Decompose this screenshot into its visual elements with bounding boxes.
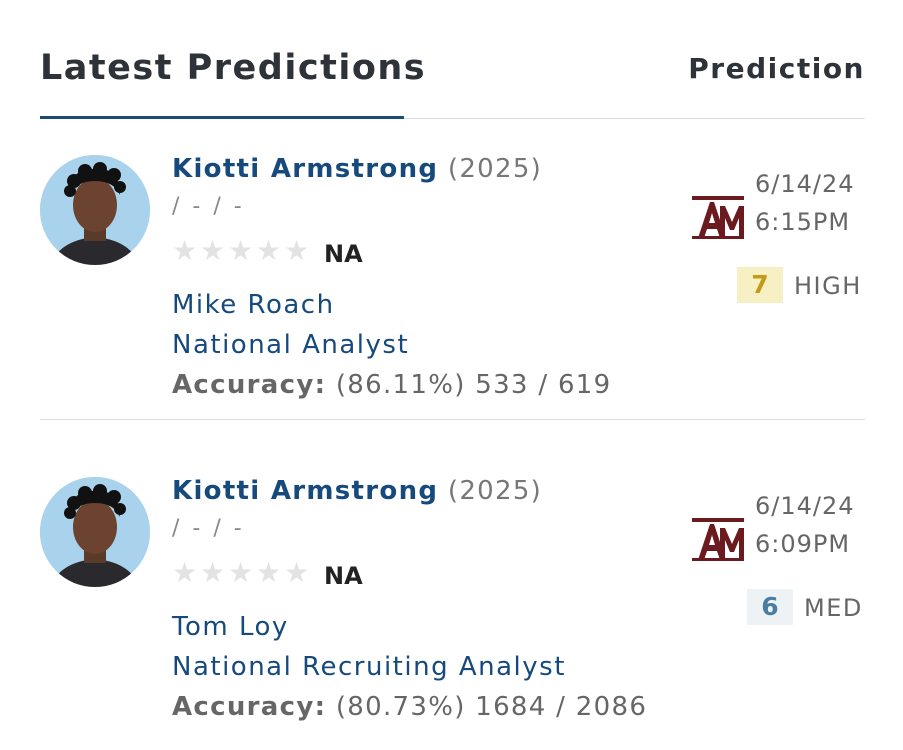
texas-am-logo-icon[interactable]: [690, 192, 746, 242]
header-divider: [40, 118, 865, 119]
row-divider: [40, 419, 865, 420]
confidence-score-badge: 6: [747, 589, 793, 625]
analyst-accuracy: Accuracy: (86.11%) 533 / 619: [172, 370, 612, 400]
player-meta: / - / -: [172, 516, 245, 541]
star-icon: ★: [256, 556, 282, 589]
star-rating: ★ ★ ★ ★ ★: [172, 556, 310, 589]
star-rating: ★ ★ ★ ★ ★: [172, 234, 310, 267]
star-icon: ★: [256, 234, 282, 267]
prediction-column-header: Prediction: [688, 52, 865, 85]
prediction-row[interactable]: Kiotti Armstrong (2025) / - / - ★ ★ ★ ★ …: [40, 120, 865, 420]
title-underline: [40, 116, 404, 119]
rating-value: NA: [324, 240, 363, 268]
prediction-row[interactable]: Kiotti Armstrong (2025) / - / - ★ ★ ★ ★ …: [40, 442, 865, 742]
confidence-label: HIGH: [794, 272, 862, 300]
prediction-time: 6:09PM: [755, 530, 851, 558]
player-name-line[interactable]: Kiotti Armstrong (2025): [172, 154, 542, 184]
player-name-link[interactable]: Kiotti Armstrong: [172, 476, 439, 506]
player-avatar[interactable]: [40, 477, 150, 587]
analyst-accuracy: Accuracy: (80.73%) 1684 / 2086: [172, 692, 647, 722]
analyst-name-link[interactable]: Mike Roach: [172, 290, 335, 320]
star-icon: ★: [284, 556, 310, 589]
page-title: Latest Predictions: [40, 48, 427, 88]
player-class-year: (2025): [447, 476, 543, 506]
analyst-title-link[interactable]: National Analyst: [172, 330, 410, 360]
confidence-score-badge: 7: [737, 267, 783, 303]
analyst-name-link[interactable]: Tom Loy: [172, 612, 289, 642]
analyst-title-link[interactable]: National Recruiting Analyst: [172, 652, 566, 682]
star-icon: ★: [284, 234, 310, 267]
star-icon: ★: [172, 556, 198, 589]
prediction-date: 6/14/24: [755, 492, 855, 520]
player-meta: / - / -: [172, 194, 245, 219]
player-name-link[interactable]: Kiotti Armstrong: [172, 154, 439, 184]
star-icon: ★: [228, 556, 254, 589]
accuracy-value: (86.11%) 533 / 619: [335, 370, 612, 400]
star-icon: ★: [200, 234, 226, 267]
star-icon: ★: [228, 234, 254, 267]
predictions-header: Latest Predictions Prediction: [40, 0, 865, 120]
star-icon: ★: [200, 556, 226, 589]
accuracy-label: Accuracy:: [172, 692, 327, 722]
confidence-label: MED: [804, 594, 863, 622]
player-class-year: (2025): [447, 154, 543, 184]
player-avatar[interactable]: [40, 155, 150, 265]
star-icon: ★: [172, 234, 198, 267]
accuracy-value: (80.73%) 1684 / 2086: [335, 692, 648, 722]
texas-am-logo-icon[interactable]: [690, 514, 746, 564]
rating-value: NA: [324, 562, 363, 590]
prediction-date: 6/14/24: [755, 170, 855, 198]
accuracy-label: Accuracy:: [172, 370, 327, 400]
prediction-time: 6:15PM: [755, 208, 851, 236]
player-name-line[interactable]: Kiotti Armstrong (2025): [172, 476, 542, 506]
